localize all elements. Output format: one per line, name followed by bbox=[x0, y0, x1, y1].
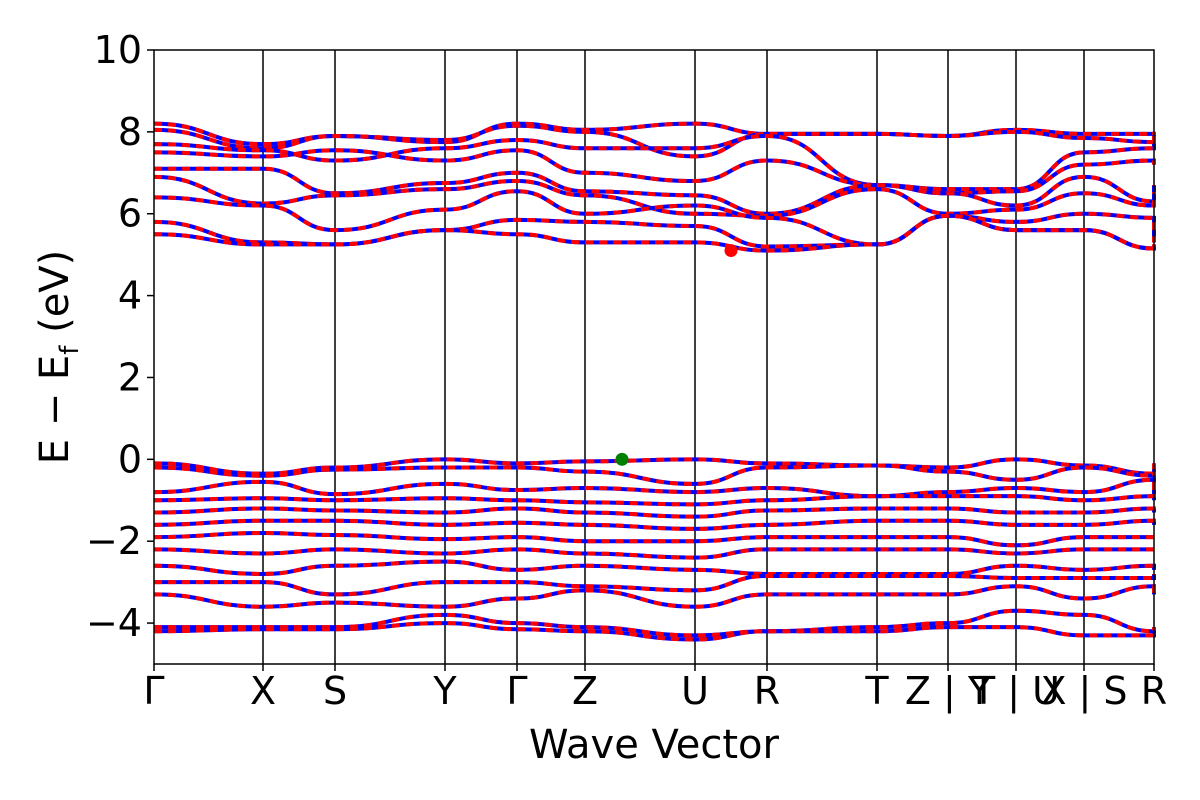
band-line-down bbox=[153, 477, 1156, 499]
band-lines bbox=[153, 121, 1156, 642]
vbm-marker bbox=[615, 452, 629, 466]
band-line-down bbox=[153, 457, 1156, 476]
y-tick-label: 6 bbox=[118, 192, 142, 236]
band-line-down bbox=[153, 584, 1156, 609]
band-line-down bbox=[153, 559, 1156, 576]
band-line-down bbox=[153, 174, 1156, 218]
band-line-up bbox=[153, 148, 1156, 196]
x-tick-label: Z bbox=[572, 669, 598, 713]
x-tick-label: X bbox=[250, 669, 276, 713]
y-axis-title-unit: (eV) bbox=[32, 250, 78, 346]
plot-frame bbox=[153, 49, 1155, 665]
x-tick-label: Z | Y bbox=[905, 669, 992, 714]
band-line-down bbox=[153, 189, 1156, 247]
band-line-down bbox=[154, 608, 1156, 638]
y-axis-title: E − Ef (eV) bbox=[32, 250, 85, 465]
y-tick-label: 0 bbox=[118, 437, 142, 481]
x-tick-label: T | U bbox=[971, 669, 1060, 714]
band-line-down bbox=[153, 506, 1156, 519]
y-tick-label: 4 bbox=[118, 274, 142, 318]
y-tick-label: 8 bbox=[118, 110, 142, 154]
x-tick-label: X | S bbox=[1040, 669, 1127, 714]
band-line-down bbox=[153, 123, 1156, 159]
kpoint-lines bbox=[262, 50, 1085, 664]
x-tick-label: Γ bbox=[506, 669, 527, 713]
band-line-down bbox=[153, 166, 1156, 216]
x-tick-label: R bbox=[754, 669, 780, 713]
band-line-down bbox=[153, 547, 1154, 560]
x-axis-ticks: Γ X S Y Γ Z U R T Z | YT | UX | S R bbox=[143, 664, 1167, 714]
x-tick-label: T bbox=[864, 669, 889, 713]
y-tick-label: −2 bbox=[86, 519, 142, 563]
band-line-down bbox=[153, 518, 1156, 531]
x-tick-label: U bbox=[681, 669, 709, 713]
y-axis-ticks: 10 8 6 4 2 0 −2 −4 bbox=[86, 28, 154, 645]
cbm-marker bbox=[724, 244, 738, 258]
x-axis-title: Wave Vector bbox=[529, 722, 780, 768]
y-tick-label: 2 bbox=[118, 355, 142, 399]
gap-markers bbox=[615, 244, 738, 466]
band-line-down bbox=[153, 621, 1156, 642]
band-line-down bbox=[153, 133, 1156, 192]
band-line-down bbox=[153, 494, 1156, 507]
band-line-down bbox=[153, 463, 1156, 486]
x-tick-label: Γ bbox=[143, 669, 164, 713]
y-axis-title-subscript: f bbox=[55, 345, 85, 355]
x-tick-label: R bbox=[1141, 669, 1167, 713]
y-tick-label: −4 bbox=[86, 601, 142, 645]
y-tick-label: 10 bbox=[94, 28, 142, 72]
band-line-up bbox=[153, 213, 1156, 253]
band-line-down bbox=[153, 531, 1156, 548]
x-tick-label: S bbox=[323, 669, 347, 713]
y-axis-title-main: E − E bbox=[32, 355, 78, 465]
band-line-down bbox=[154, 573, 1156, 597]
x-tick-label: Y bbox=[432, 669, 457, 713]
